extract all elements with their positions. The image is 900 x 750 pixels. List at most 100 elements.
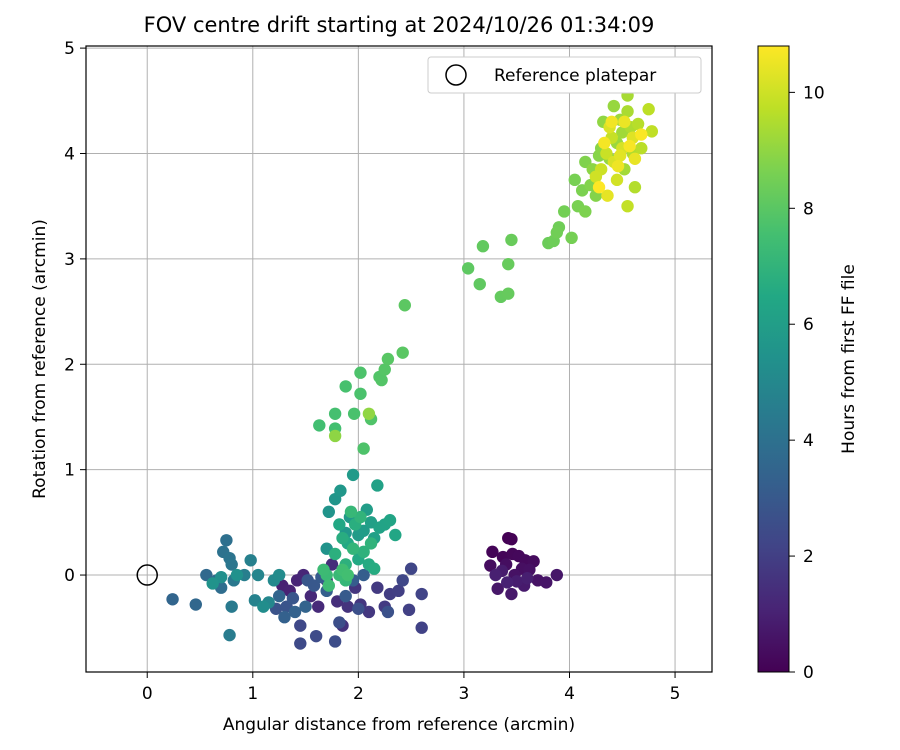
grid-lines: [86, 46, 712, 672]
chart-title: FOV centre drift starting at 2024/10/26 …: [144, 13, 655, 37]
data-point: [558, 205, 571, 218]
reference-platepar-marker: [136, 564, 158, 586]
data-point: [505, 587, 518, 601]
data-point: [618, 115, 631, 129]
data-point: [346, 468, 360, 482]
data-point: [600, 147, 613, 160]
data-point: [354, 510, 367, 524]
data-point: [354, 366, 367, 379]
data-point: [294, 637, 307, 650]
colorbar-tick-label: 6: [803, 315, 814, 335]
data-point: [346, 542, 360, 555]
data-point: [272, 589, 286, 603]
data-point: [461, 262, 475, 275]
data-point: [645, 125, 659, 138]
data-point: [501, 576, 514, 589]
data-point: [206, 577, 219, 590]
data-point: [623, 139, 636, 153]
data-point: [568, 173, 581, 187]
data-point: [362, 605, 376, 619]
data-point: [347, 407, 361, 421]
legend-label: Reference platepar: [494, 66, 656, 86]
data-point: [357, 545, 370, 559]
data-point: [339, 380, 352, 393]
data-point: [381, 352, 395, 366]
data-point: [592, 181, 606, 194]
data-point: [521, 572, 534, 585]
data-point: [189, 598, 202, 611]
data-point: [415, 587, 428, 601]
data-point: [333, 518, 346, 531]
x-tick-label: 2: [353, 684, 364, 704]
data-point: [362, 407, 376, 421]
data-point: [304, 589, 318, 603]
colorbar-tick-label: 4: [803, 431, 814, 451]
plot-frame: [85, 45, 713, 673]
data-point: [257, 600, 270, 613]
data-point: [357, 568, 370, 582]
data-point: [251, 568, 265, 582]
data-point: [313, 419, 326, 432]
x-axis-label: Angular distance from reference (arcmin): [223, 715, 575, 735]
y-tick-label: 0: [64, 566, 75, 586]
data-point: [352, 602, 365, 615]
data-point: [598, 136, 611, 150]
data-point: [610, 173, 624, 187]
colorbar-tick-label: 10: [803, 83, 825, 103]
data-point: [402, 603, 416, 617]
data-point: [336, 531, 349, 545]
data-point: [510, 575, 523, 588]
y-tick-label: 5: [64, 39, 75, 59]
data-point: [294, 619, 307, 632]
data-point: [364, 537, 378, 550]
data-point: [579, 205, 592, 218]
data-point: [288, 605, 302, 619]
data-point: [334, 484, 347, 497]
data-point: [489, 568, 502, 582]
colorbar-tick-label: 2: [803, 547, 814, 567]
data-point: [628, 181, 642, 194]
data-point: [341, 600, 355, 613]
data-point: [328, 407, 342, 421]
legend-marker: [445, 64, 467, 86]
data-point: [248, 594, 262, 607]
colorbar-ticks: 0 2 4 6 8 10: [789, 83, 825, 683]
colorbar-tick-label: 0: [803, 663, 814, 683]
data-point: [540, 576, 553, 589]
data-point: [621, 105, 634, 118]
data-point: [476, 240, 490, 253]
data-point: [607, 99, 621, 113]
data-point: [505, 233, 518, 247]
data-point: [225, 558, 238, 571]
data-point: [214, 570, 228, 584]
data-point: [613, 149, 627, 162]
data-point: [642, 103, 655, 116]
y-axis-label: Rotation from reference (arcmin): [30, 219, 50, 499]
data-point: [367, 562, 381, 575]
data-point: [322, 579, 335, 592]
data-point: [396, 574, 409, 587]
y-tick-label: 1: [64, 461, 75, 481]
data-point: [635, 128, 648, 141]
data-point: [230, 568, 244, 582]
data-point: [341, 568, 355, 582]
data-point: [396, 346, 409, 359]
colorbar: [757, 45, 790, 673]
data-point: [601, 189, 614, 202]
data-point: [484, 559, 497, 572]
data-point: [200, 568, 213, 582]
data-point: [309, 629, 323, 643]
y-tick-label: 4: [64, 144, 75, 164]
x-axis-ticks: 0 1 2 3 4 5: [142, 672, 680, 704]
data-point: [220, 534, 233, 547]
data-point: [505, 533, 518, 546]
data-point: [389, 528, 402, 542]
data-point: [371, 479, 384, 492]
legend: Reference platepar: [427, 56, 702, 94]
data-point: [381, 605, 395, 619]
data-point: [328, 635, 342, 648]
data-point: [244, 554, 257, 567]
data-point: [375, 373, 388, 387]
data-point: [371, 581, 384, 594]
data-point: [404, 562, 418, 575]
